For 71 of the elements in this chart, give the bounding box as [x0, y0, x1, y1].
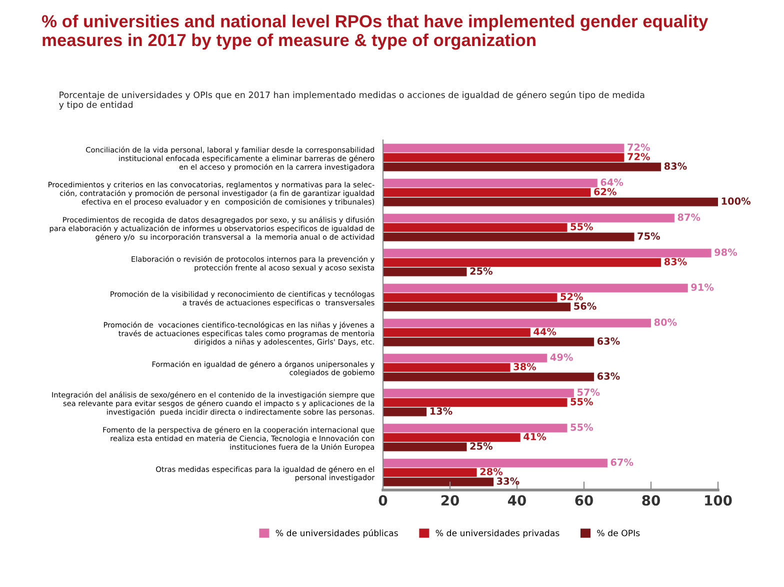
data-label: 55%: [570, 222, 593, 230]
bar: [383, 144, 624, 152]
legend-label: % de universidades privadas: [436, 530, 560, 538]
data-label: 38%: [514, 362, 536, 370]
bar: [383, 188, 591, 197]
bar: [383, 424, 568, 432]
bar: [383, 458, 608, 468]
data-label: 55%: [570, 424, 593, 431]
bar: [383, 162, 662, 172]
data-label: 98%: [714, 248, 738, 256]
bar: [383, 442, 467, 452]
data-label: 80%: [654, 318, 677, 326]
data-label: 33%: [496, 477, 520, 485]
data-label: 56%: [574, 302, 596, 310]
chart-title: % of universities and national level RPOs that have implemented gender equality measures in 2017 by type of measure & type of organization: [42, 14, 708, 50]
x-tick-label: 20: [441, 495, 459, 506]
chart-subtitle: Porcentaje de universidades y OPIs que en 2017 han implementado medidas o acciones de igualdad de género según tipo de medida y tipo de entidad: [59, 90, 644, 110]
bar: [383, 178, 598, 188]
bar: [383, 258, 662, 267]
bar: [383, 328, 530, 337]
data-label: 63%: [597, 372, 620, 380]
data-label: 75%: [638, 232, 660, 240]
bar: [383, 318, 651, 328]
data-label: 91%: [691, 284, 714, 291]
x-tick-label: 100: [705, 495, 732, 506]
data-label: 28%: [480, 468, 503, 476]
data-label: 44%: [534, 328, 556, 336]
data-label: 64%: [600, 178, 624, 186]
bar: [383, 214, 674, 222]
data-label: 83%: [664, 258, 687, 266]
data-label: 41%: [524, 432, 546, 440]
bar: [383, 354, 548, 362]
bar: [383, 302, 571, 312]
bar: [383, 478, 494, 486]
data-label: 83%: [664, 162, 687, 170]
bar: [383, 338, 594, 346]
legend-label: % de OPIs: [597, 530, 640, 536]
data-label: 87%: [678, 214, 700, 221]
bar: [383, 248, 712, 258]
data-label: 67%: [610, 458, 634, 466]
bar: [383, 232, 634, 242]
bar: [383, 388, 574, 398]
data-label: 52%: [560, 292, 583, 300]
bar: [383, 408, 427, 416]
bar: [383, 153, 624, 162]
bar: [383, 223, 568, 232]
bar: [383, 284, 688, 292]
x-tick-label: 60: [575, 495, 593, 506]
data-label: 72%: [628, 152, 650, 160]
x-tick-label: 40: [508, 495, 526, 506]
data-label: 25%: [470, 442, 492, 450]
data-label: 57%: [577, 388, 600, 396]
x-tick-label: 0: [378, 495, 388, 506]
data-label: 72%: [628, 144, 650, 151]
data-label: 25%: [470, 267, 492, 275]
data-label: 49%: [550, 354, 573, 361]
bar: [383, 468, 477, 477]
legend-label: % de universidades públicas: [276, 529, 398, 538]
data-label: 100%: [722, 197, 751, 205]
bar: [383, 293, 558, 302]
x-tick-label: 80: [642, 495, 660, 506]
data-label: 63%: [597, 337, 620, 345]
data-label: 55%: [570, 398, 593, 406]
bar: [383, 372, 594, 382]
bar: [383, 268, 467, 276]
bar: [383, 398, 568, 407]
bar: [383, 363, 510, 372]
bar: [383, 198, 718, 206]
bar: [383, 433, 520, 442]
data-label: 62%: [594, 188, 616, 196]
data-label: 13%: [430, 407, 452, 415]
